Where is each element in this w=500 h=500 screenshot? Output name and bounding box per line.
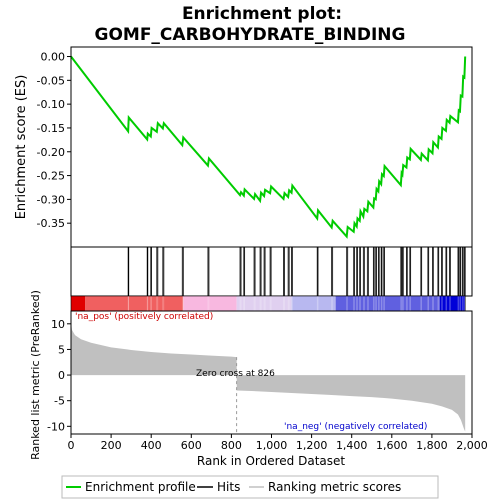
hits-panel	[70, 246, 473, 297]
rank-tick-label: 2,000	[456, 439, 488, 452]
color-band-segment	[85, 296, 129, 311]
color-band-segment	[439, 296, 466, 311]
es-tick-label: -0.30	[37, 193, 65, 206]
metric-tick-label: -10	[47, 420, 65, 433]
chart-title-line2: GOMF_CARBOHYDRATE_BINDING	[95, 25, 406, 45]
color-band-segment	[128, 296, 184, 311]
es-tick-label: 0.00	[41, 51, 66, 64]
negative-correlation-label: 'na_neg' (negatively correlated)	[284, 422, 427, 432]
ranked-panel-frame	[70, 310, 473, 435]
rank-axis-label: Rank in Ordered Dataset	[197, 454, 345, 468]
legend-hits-label: Hits	[217, 480, 240, 494]
rank-tick-label: 1,800	[416, 439, 448, 452]
metric-tick-label: 0	[58, 369, 65, 382]
metric-tick-label: -5	[54, 395, 65, 408]
zero-cross-label: Zero cross at 826	[196, 369, 275, 379]
positive-correlation-label: 'na_pos' (positively correlated)	[75, 312, 213, 322]
legend: Enrichment profile Hits Ranking metric s…	[61, 475, 439, 499]
enrichment-profile-line	[70, 55, 467, 239]
enrichment-score-panel: 0.00 -0.05 -0.10 -0.15 -0.20 -0.25 -0.30 -0.35	[37, 46, 473, 248]
rank-tick-label: 1,400	[336, 439, 368, 452]
es-axis-label: Enrichment score (ES)	[14, 75, 29, 220]
rank-tick-label: 0	[68, 439, 75, 452]
enrichment-panel-frame	[70, 46, 473, 248]
rank-tick-label: 1,000	[256, 439, 288, 452]
rank-tick-label: 1,200	[296, 439, 328, 452]
rank-tick-label: 800	[221, 439, 242, 452]
hits-panel-frame	[70, 246, 473, 297]
rank-tick-label: 400	[141, 439, 162, 452]
color-band-segment	[335, 296, 440, 311]
es-tick-label: -0.15	[37, 122, 65, 135]
color-band-segment	[236, 296, 292, 311]
metric-axis-label: Ranked list metric (PreRanked)	[29, 290, 42, 460]
es-tick-label: -0.25	[37, 170, 65, 183]
es-tick-label: -0.10	[37, 98, 65, 111]
metric-tick-label: 10	[51, 318, 65, 331]
legend-profile-label: Enrichment profile	[85, 480, 196, 494]
color-band-segment	[71, 296, 86, 311]
color-band-segment	[291, 296, 336, 311]
ranking-color-band	[70, 295, 466, 312]
ranking-metric-area	[71, 322, 466, 432]
es-tick-label: -0.20	[37, 146, 65, 159]
metric-tick-label: 5	[58, 343, 65, 356]
es-tick-label: -0.35	[37, 217, 65, 230]
legend-metric-label: Ranking metric scores	[268, 480, 401, 494]
es-tick-label: -0.05	[37, 74, 65, 87]
rank-tick-label: 200	[101, 439, 122, 452]
color-band-segment	[183, 296, 237, 311]
rank-tick-label: 600	[181, 439, 202, 452]
rank-tick-label: 1,600	[376, 439, 408, 452]
chart-title-line1: Enrichment plot:	[182, 4, 342, 24]
